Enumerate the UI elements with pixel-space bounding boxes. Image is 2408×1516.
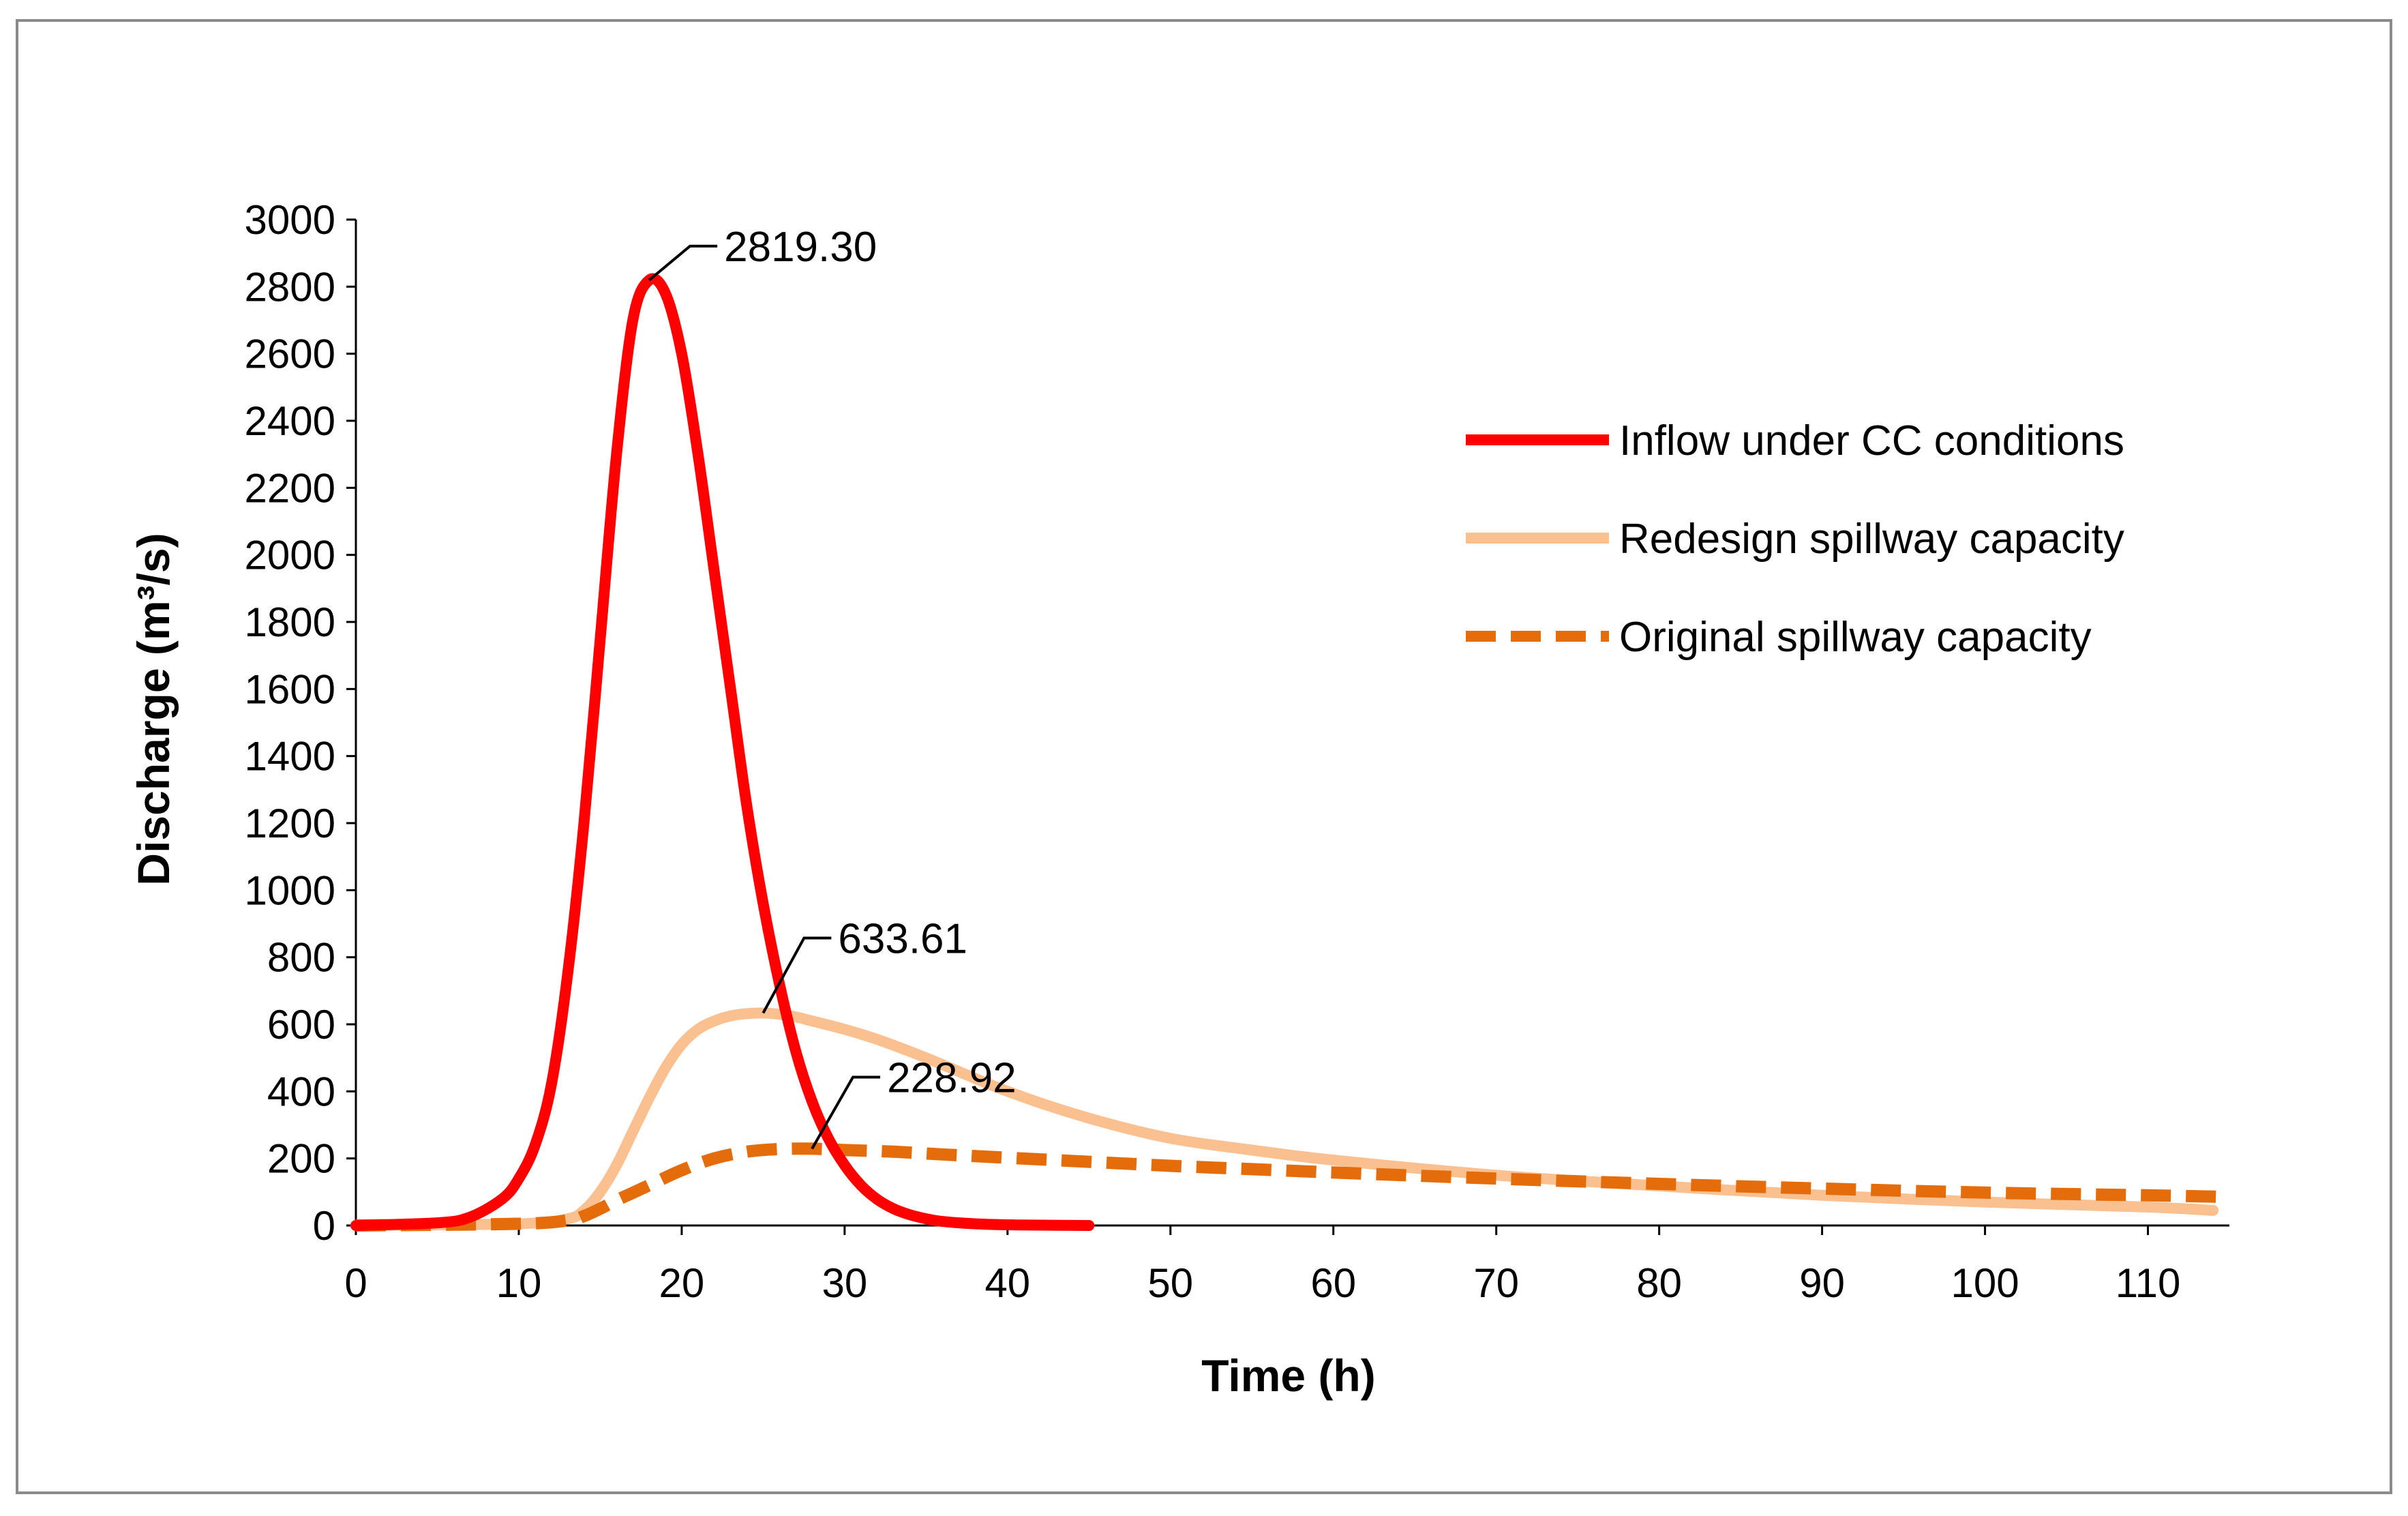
x-tick-label: 10 bbox=[496, 1260, 542, 1306]
x-tick-label: 80 bbox=[1636, 1260, 1682, 1306]
series-lines bbox=[350, 273, 2230, 1232]
y-tick-label: 1400 bbox=[245, 734, 335, 779]
x-tick-label: 40 bbox=[984, 1260, 1030, 1306]
y-tick-label: 1200 bbox=[245, 801, 335, 846]
legend: Inflow under CC conditions Redesign spill… bbox=[1466, 417, 2124, 661]
y-tick-label: 1600 bbox=[245, 666, 335, 712]
series-line-0 bbox=[350, 273, 1095, 1231]
x-tick-label: 20 bbox=[659, 1260, 705, 1306]
y-axis-ticks: 0 200 400 600 800 1000 1200 1400 1600 1800 2000 220… bbox=[245, 197, 356, 1249]
x-tick-label: 50 bbox=[1147, 1260, 1193, 1306]
x-axis-title: Time (h) bbox=[1201, 1350, 1375, 1401]
x-axis-ticks: 0 10 20 30 40 50 60 70 80 90 100 110 bbox=[344, 1225, 2180, 1306]
x-tick-label: 70 bbox=[1473, 1260, 1519, 1306]
y-tick-label: 2200 bbox=[245, 465, 335, 511]
x-tick-label: 0 bbox=[344, 1260, 367, 1306]
annotation-label: 633.61 bbox=[838, 915, 967, 962]
y-tick-label: 1800 bbox=[245, 599, 335, 645]
annotation-label: 228.92 bbox=[887, 1054, 1017, 1101]
y-axis-title: Discharge (m³/s) bbox=[128, 533, 179, 885]
x-tick-label: 110 bbox=[2116, 1260, 2181, 1306]
y-tick-label: 600 bbox=[267, 1002, 335, 1047]
legend-label-2: Original spillway capacity bbox=[1619, 614, 2092, 661]
annotation-leader bbox=[648, 244, 718, 282]
y-tick-label: 1000 bbox=[245, 867, 335, 913]
annotation-label: 2819.30 bbox=[724, 224, 877, 271]
y-tick-label: 2800 bbox=[245, 264, 335, 310]
x-tick-label: 90 bbox=[1799, 1260, 1845, 1306]
y-tick-label: 2600 bbox=[245, 331, 335, 377]
y-tick-label: 2000 bbox=[245, 533, 335, 578]
y-tick-label: 400 bbox=[267, 1069, 335, 1114]
series-line-2 bbox=[355, 1142, 2230, 1232]
annotations: 2819.30 633.61 228.92 bbox=[648, 224, 1017, 1150]
x-tick-label: 100 bbox=[1951, 1260, 2019, 1306]
legend-label-0: Inflow under CC conditions bbox=[1619, 417, 2124, 464]
annotation-leader bbox=[811, 1075, 881, 1150]
y-tick-label: 0 bbox=[313, 1203, 335, 1249]
annotation-leader bbox=[762, 936, 832, 1014]
series-line-1 bbox=[350, 1007, 2219, 1231]
y-tick-label: 2400 bbox=[245, 398, 335, 444]
x-tick-label: 30 bbox=[822, 1260, 867, 1306]
chart-frame bbox=[16, 19, 2392, 1494]
x-tick-label: 60 bbox=[1310, 1260, 1356, 1306]
y-tick-label: 800 bbox=[267, 935, 335, 981]
legend-label-1: Redesign spillway capacity bbox=[1619, 516, 2124, 563]
y-tick-label: 200 bbox=[267, 1136, 335, 1182]
y-tick-label: 3000 bbox=[245, 197, 335, 243]
